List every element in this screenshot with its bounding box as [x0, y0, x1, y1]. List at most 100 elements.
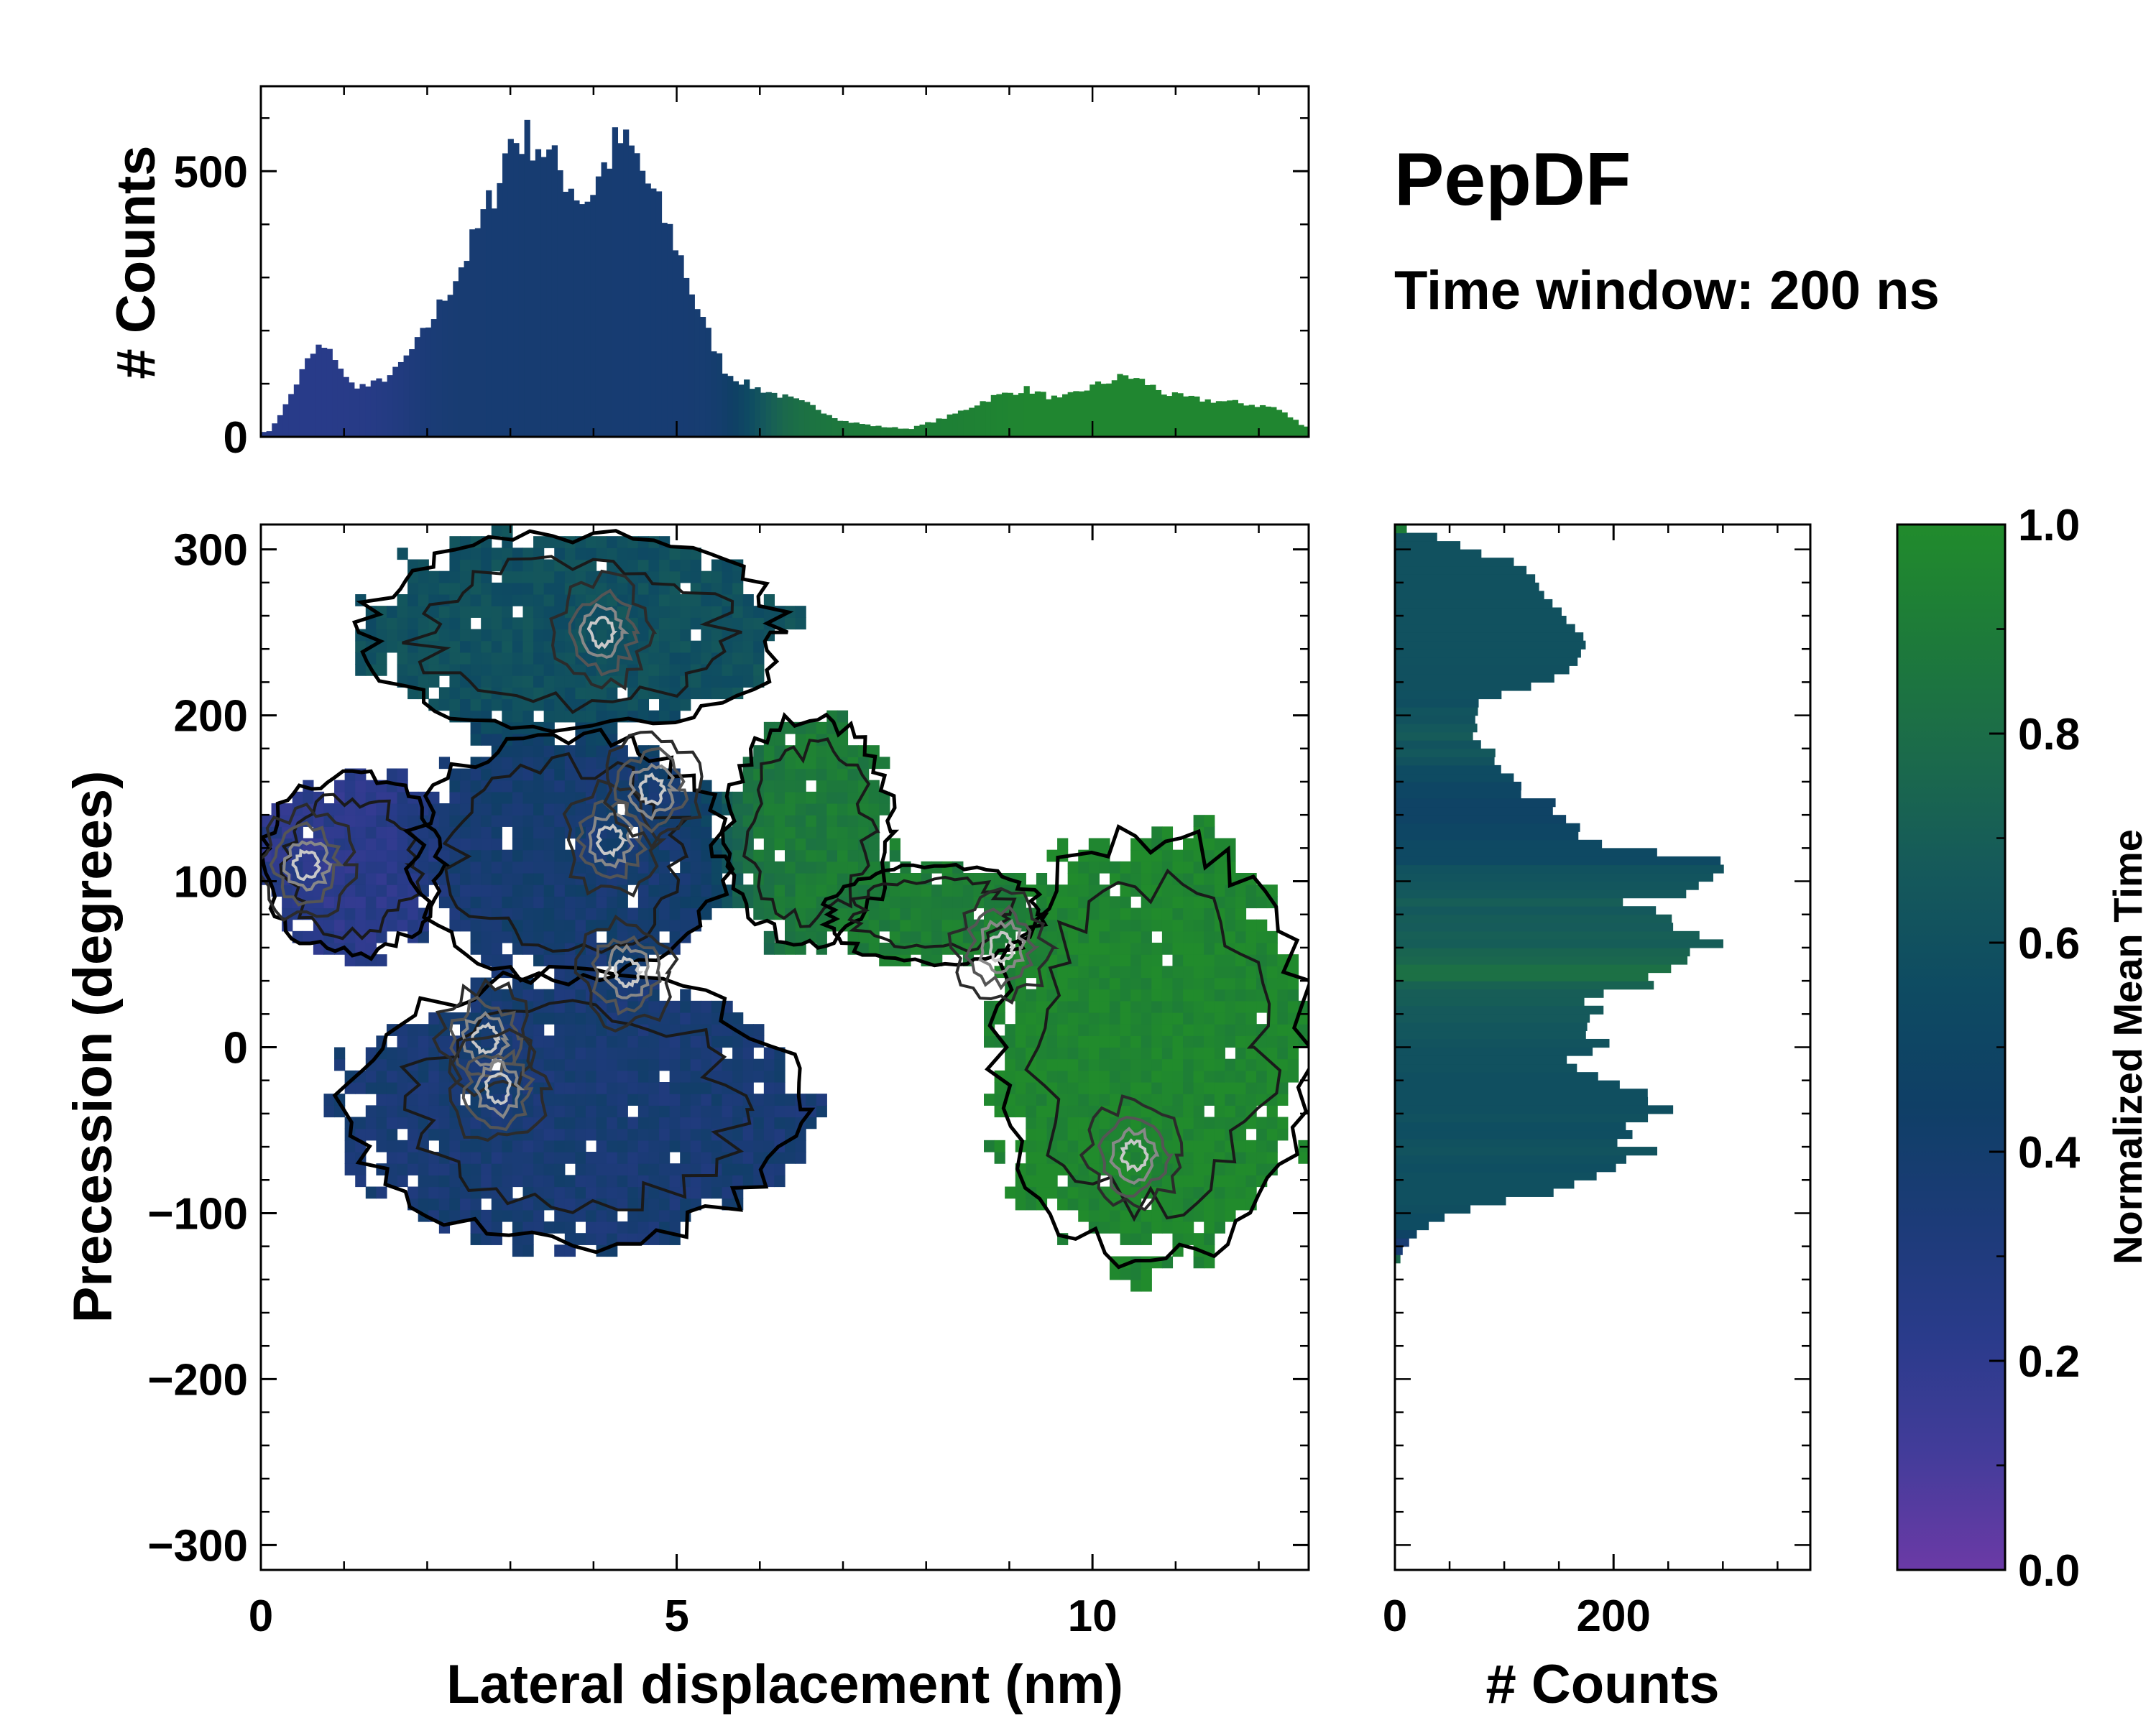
heatmap-cell [481, 1152, 492, 1164]
heatmap-cell [407, 1117, 419, 1129]
heatmap-cell [522, 930, 534, 943]
heatmap-cell [732, 652, 744, 665]
top-histogram-bar [1013, 394, 1019, 437]
heatmap-cell [1225, 919, 1236, 932]
heatmap-cell [491, 1082, 502, 1094]
heatmap-cell [365, 826, 377, 839]
heatmap-cell [533, 640, 545, 653]
heatmap-cell [1099, 838, 1110, 851]
heatmap-cell [1245, 896, 1257, 909]
heatmap-cell [1088, 1186, 1100, 1199]
top-histogram-bar [941, 418, 948, 437]
heatmap-cell [502, 1163, 513, 1175]
heatmap-cell [701, 1094, 712, 1106]
heatmap-cell [1078, 943, 1089, 955]
heatmap-cell [607, 1221, 618, 1234]
heatmap-cell [554, 570, 566, 583]
top-histogram-bar [853, 422, 860, 437]
heatmap-cell [941, 919, 953, 932]
right-histogram-bar [1395, 715, 1475, 724]
heatmap-cell [554, 768, 566, 781]
heatmap-cell [763, 1105, 775, 1118]
heatmap-cell [701, 1140, 712, 1152]
top-histogram-bar [974, 405, 981, 437]
heatmap-cell [502, 1175, 513, 1188]
heatmap-cell [690, 640, 701, 653]
heatmap-cell [711, 629, 723, 642]
heatmap-cell [543, 780, 555, 793]
heatmap-cell [1287, 977, 1299, 990]
heatmap-cell [889, 907, 900, 920]
x-tick-label: 5 [664, 1591, 688, 1641]
heatmap-cell [1183, 1233, 1194, 1245]
heatmap-cell [659, 664, 671, 676]
heatmap-cell [659, 884, 671, 897]
heatmap-cell [522, 768, 534, 781]
heatmap-cell [1235, 1140, 1247, 1152]
heatmap-cell [1036, 943, 1048, 955]
heatmap-cell [607, 1117, 618, 1129]
heatmap-cell [1046, 919, 1058, 932]
right-histogram-bar [1395, 525, 1407, 534]
heatmap-cell [460, 791, 471, 804]
heatmap-cell [585, 1047, 597, 1060]
heatmap-cell [533, 1058, 545, 1071]
heatmap-cell [952, 930, 964, 943]
heatmap-cell [460, 1163, 471, 1175]
right-histogram-bar [1395, 864, 1724, 874]
heatmap-cell [847, 745, 859, 757]
heatmap-cell [1109, 1267, 1121, 1280]
heatmap-cell [407, 803, 419, 816]
heatmap-cell [554, 1070, 566, 1083]
heatmap-cell [1078, 861, 1089, 874]
top-histogram-bar [266, 431, 272, 437]
heatmap-cell [438, 803, 451, 816]
heatmap-cell [659, 1233, 671, 1245]
heatmap-cell [397, 815, 408, 827]
heatmap-cell [564, 640, 576, 653]
heatmap-cell [1225, 1094, 1236, 1106]
top-histogram-bar [842, 420, 849, 437]
heatmap-cell [1245, 884, 1257, 897]
heatmap-cell [994, 1152, 1005, 1164]
heatmap-cell [512, 698, 524, 711]
heatmap-cell [1109, 1163, 1121, 1175]
heatmap-cell [1214, 873, 1225, 885]
heatmap-cell [732, 826, 744, 839]
heatmap-cell [889, 930, 900, 943]
heatmap-cell [795, 826, 806, 839]
right-histogram-bar [1395, 1255, 1401, 1264]
heatmap-cell [1130, 1012, 1142, 1025]
heatmap-cell [1067, 1175, 1079, 1188]
heatmap-cell [816, 849, 827, 862]
heatmap-cell [774, 780, 786, 793]
heatmap-cell [543, 1035, 555, 1048]
heatmap-cell [607, 768, 618, 781]
heatmap-cell [1088, 907, 1100, 920]
heatmap-cell [386, 1105, 398, 1118]
heatmap-cell [1287, 1070, 1299, 1083]
heatmap-cell [460, 1140, 471, 1152]
heatmap-cell [1183, 943, 1194, 955]
heatmap-cell [795, 838, 806, 851]
heatmap-cell [376, 815, 387, 827]
heatmap-cell [627, 1152, 639, 1164]
heatmap-cell [522, 640, 534, 653]
heatmap-cell [659, 606, 671, 618]
heatmap-cell [554, 1105, 566, 1118]
heatmap-cell [1151, 919, 1163, 932]
heatmap-cell [1015, 1000, 1026, 1013]
heatmap-cell [806, 884, 817, 897]
heatmap-cell [795, 617, 806, 630]
heatmap-cell [1067, 1140, 1079, 1152]
top-histogram-bar [1106, 383, 1112, 437]
top-histogram-bar [387, 375, 393, 437]
heatmap-cell [1225, 1117, 1236, 1129]
heatmap-cell [564, 1012, 576, 1025]
heatmap-cell [1130, 954, 1142, 966]
heatmap-cell [785, 1105, 796, 1118]
heatmap-cell [481, 606, 492, 618]
right-x-tick-label: 0 [1383, 1591, 1407, 1641]
heatmap-cell [449, 815, 461, 827]
right-histogram-bar [1395, 582, 1539, 591]
